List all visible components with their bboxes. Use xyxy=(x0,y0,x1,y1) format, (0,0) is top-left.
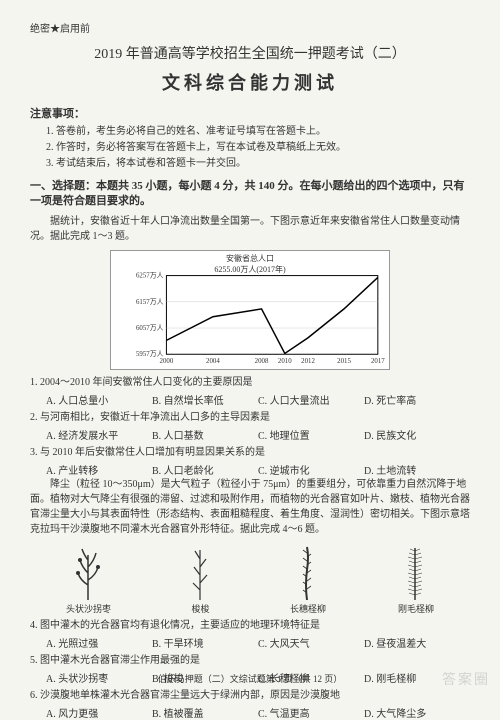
main-title: 2019 年普通高等学校招生全国统一押题考试（二） xyxy=(30,43,470,63)
block2-q1: 4. 图中灌木的光合器官均有退化情况，主要适应的地理环境特征是 xyxy=(30,619,470,633)
notice-item-1: 1. 答卷前，考生务必将自己的姓名、准考证号填写在答题卡上。 xyxy=(46,125,470,139)
block2-q3-opt2: B. 植被覆盖 xyxy=(152,705,258,720)
notice-item-2: 2. 作答时，务必将答案写在答题卡上，写在本试卷及草稿纸上无效。 xyxy=(46,141,470,155)
svg-text:2012: 2012 xyxy=(301,358,315,365)
plants-row: 头状沙拐枣 梭梭 长穗柽柳 刚毛柽柳 xyxy=(30,545,470,615)
svg-text:6157万人: 6157万人 xyxy=(136,298,164,306)
svg-text:2017: 2017 xyxy=(371,358,385,365)
chart-title: 安徽省总人口 6255.00万人(2017年) xyxy=(214,253,285,275)
block1-q3: 3. 与 2010 年后安徽常住人口增加有明显因果关系的是 xyxy=(30,446,470,460)
block1-q1: 1. 2004～2010 年间安徽常住人口变化的主要原因是 xyxy=(30,376,470,390)
passage-1: 据统计，安徽省近十年人口净流出数量全国第一。下图示意近年来安徽省常住人口数量变动… xyxy=(30,214,470,244)
block1-q3-opt2: B. 人口老龄化 xyxy=(152,462,258,477)
svg-text:6057万人: 6057万人 xyxy=(136,324,164,332)
plant-1: 头状沙拐枣 xyxy=(66,545,111,615)
svg-text:6257万人: 6257万人 xyxy=(136,271,164,279)
block1-q3-opt4: D. 土地流转 xyxy=(364,462,470,477)
block2-q3-opt3: C. 气温更高 xyxy=(258,705,364,720)
block2-q1-opt3: C. 大风天气 xyxy=(258,635,364,650)
chart-title-line2: 6255.00万人(2017年) xyxy=(214,265,285,274)
page-footer: 伯乐马押题（二）文综试题第 1 页（共 12 页） xyxy=(0,672,500,685)
section-title: 一、选择题：本题共 35 小题，每小题 4 分，共 140 分。在每小题给出的四… xyxy=(30,179,470,210)
plant-4-label: 刚毛柽柳 xyxy=(398,602,434,615)
population-chart: 安徽省总人口 6255.00万人(2017年) 5957万人 6057万人 6157… xyxy=(110,250,390,370)
block1-q2-opt2: B. 人口基数 xyxy=(152,427,258,442)
block1-q2-opt3: C. 地理位置 xyxy=(258,427,364,442)
block2-q3-opt4: D. 大气降尘多 xyxy=(364,705,470,720)
svg-text:2015: 2015 xyxy=(337,358,351,365)
block2-q3-options: A. 风力更强B. 植被覆盖C. 气温更高D. 大气降尘多 xyxy=(46,705,470,720)
block2-q3: 6. 沙漠腹地单株灌木光合器官滞尘量远大于绿洲内部，原因是沙漠腹地 xyxy=(30,689,470,703)
svg-text:5957万人: 5957万人 xyxy=(136,350,164,358)
block1-q3-options: A. 产业转移B. 人口老龄化C. 逆城市化D. 土地流转 xyxy=(46,462,470,477)
svg-text:2004: 2004 xyxy=(206,358,220,365)
plant-2-label: 梭梭 xyxy=(183,602,218,615)
block1-q3-opt1: A. 产业转移 xyxy=(46,462,152,477)
block2-q1-opt1: A. 光照过强 xyxy=(46,635,152,650)
block1-q1-options: A. 人口总量小B. 自然增长率低C. 人口大量流出D. 死亡率高 xyxy=(46,392,470,407)
notice-item-3: 3. 考试结束后，将本试卷和答题卡一并交回。 xyxy=(46,157,470,171)
block1-q1-opt2: B. 自然增长率低 xyxy=(152,392,258,407)
plant-3: 长穗柽柳 xyxy=(290,545,326,615)
plant-1-label: 头状沙拐枣 xyxy=(66,602,111,615)
sub-title: 文科综合能力测试 xyxy=(30,69,470,95)
plant-4: 刚毛柽柳 xyxy=(398,545,434,615)
chart-title-line1: 安徽省总人口 xyxy=(226,254,274,263)
block1-q2-opt4: D. 民族文化 xyxy=(364,427,470,442)
watermark: 答案圈 xyxy=(442,669,490,689)
block2-q1-options: A. 光照过强B. 干旱环境C. 大风天气D. 昼夜温差大 xyxy=(46,635,470,650)
plant-2: 梭梭 xyxy=(183,545,218,615)
block1-q1-opt3: C. 人口大量流出 xyxy=(258,392,364,407)
notice-label: 注意事项： xyxy=(30,105,470,121)
block1-q3-opt3: C. 逆城市化 xyxy=(258,462,364,477)
block1-q1-opt4: D. 死亡率高 xyxy=(364,392,470,407)
svg-text:2010: 2010 xyxy=(278,358,292,365)
block2-q2: 5. 图中灌木光合器官滞尘作用最强的是 xyxy=(30,654,470,668)
svg-text:2008: 2008 xyxy=(255,358,269,365)
secret-label: 绝密★启用前 xyxy=(30,20,470,35)
block2-q1-opt2: B. 干旱环境 xyxy=(152,635,258,650)
block1-q2: 2. 与河南相比，安徽近十年净流出人口多的主导因素是 xyxy=(30,411,470,425)
block2-q3-opt1: A. 风力更强 xyxy=(46,705,152,720)
block1-q1-opt1: A. 人口总量小 xyxy=(46,392,152,407)
plant-3-label: 长穗柽柳 xyxy=(290,602,326,615)
block2-q1-opt4: D. 昼夜温差大 xyxy=(364,635,470,650)
block1-q2-options: A. 经济发展水平B. 人口基数C. 地理位置D. 民族文化 xyxy=(46,427,470,442)
passage-2: 降尘（粒径 10～350μm）是大气粒子（粒径小于 75μm）的重要组分，可依靠… xyxy=(30,477,470,537)
svg-text:2000: 2000 xyxy=(160,358,174,365)
block1-q2-opt1: A. 经济发展水平 xyxy=(46,427,152,442)
